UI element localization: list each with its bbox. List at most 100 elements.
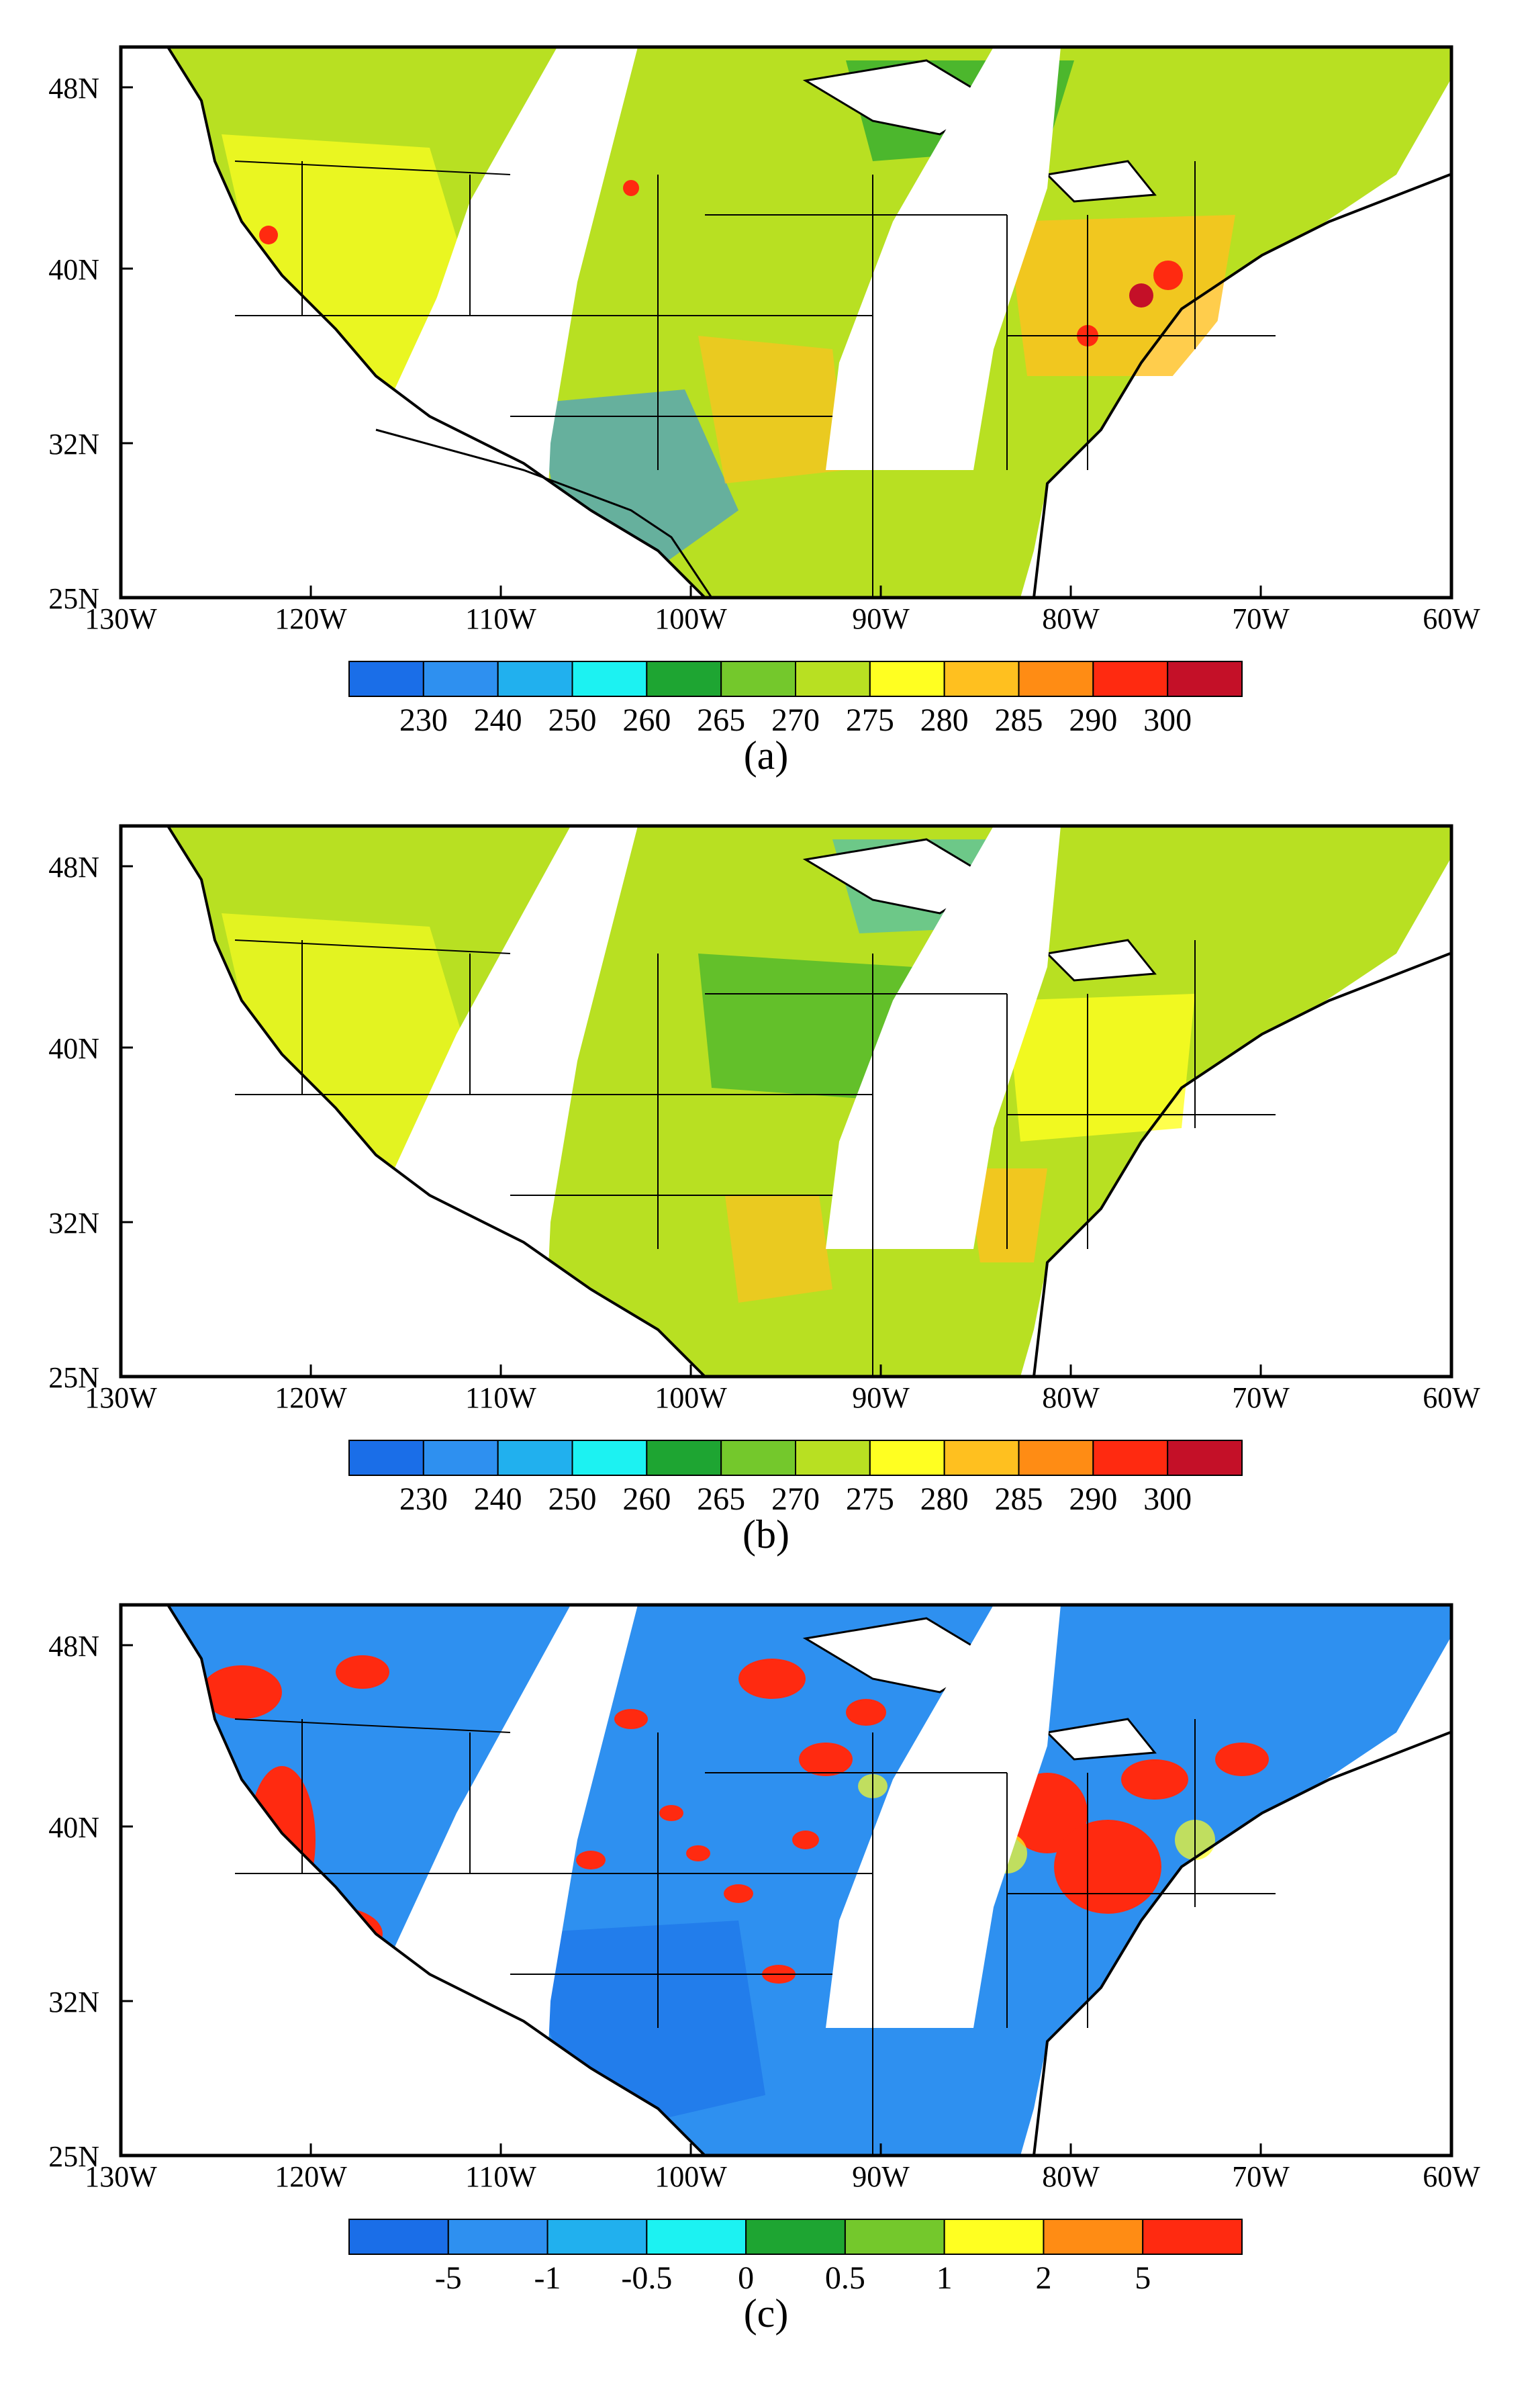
colorbar-label: 0 [738,2260,755,2296]
y-tick-25n: 25N [48,582,99,615]
x-tick-60w: 60W [1423,2160,1480,2193]
colorbar-swatch [1167,661,1243,697]
state-borders-a [234,160,1276,598]
x-tick-80w: 80W [1042,602,1100,635]
state-borders-c [234,1718,1276,2156]
x-tick-120w: 120W [275,602,347,635]
y-tick-48n: 48N [48,851,99,884]
swath-east-c [826,1605,1061,2028]
colorbar-label: 290 [1069,702,1118,738]
colorbar-label: 230 [399,702,448,738]
colorbar-swatch [1018,661,1094,697]
x-tick-130w: 130W [85,1381,157,1414]
colorbar-swatch [795,661,871,697]
ocean-west-a [121,47,705,598]
colorbar-label: 270 [771,1481,820,1517]
caption-a: (a) [743,733,789,778]
colorbar-swatch [422,1440,499,1476]
x-tick-60w: 60W [1423,1381,1480,1414]
colorbar-label: 0.5 [824,2260,865,2296]
colorbar-swatch [943,1440,1020,1476]
colorbar-swatch [795,1440,871,1476]
y-tick-48n: 48N [48,72,99,105]
colorbar-swatch [720,661,796,697]
swath-east-a [826,47,1061,470]
ocean-west-c [121,1605,705,2156]
colorbar-swatch [571,1440,648,1476]
x-tick-110w: 110W [465,1381,536,1414]
colorbar-label: 300 [1143,1481,1192,1517]
colorbar-swatch [422,661,499,697]
colorbar-label: 275 [845,1481,894,1517]
y-tick-48n: 48N [48,1630,99,1663]
hotspots-c [201,1655,1269,1984]
y-tick-40n: 40N [48,1032,99,1065]
x-tick-100w: 100W [655,602,727,635]
land-green-b [698,954,913,1101]
colorbar-swatch [497,1440,573,1476]
land-warm-b [222,913,470,1195]
colorbar-swatch [844,2219,945,2255]
x-tick-70w: 70W [1232,1381,1290,1414]
x-tick-110w: 110W [465,2160,536,2193]
swath-west-c [376,1605,638,2149]
x-tick-90w: 90W [852,602,910,635]
colorbar-swatch [646,1440,722,1476]
colorbar-swatch [720,1440,796,1476]
x-tick-90w: 90W [852,1381,910,1414]
x-tick-70w: 70W [1232,2160,1290,2193]
swath-east-b [826,826,1061,1249]
colorbar-swatch [869,661,945,697]
colorbar-swatch [497,661,573,697]
x-tick-70w: 70W [1232,602,1290,635]
colorbar-swatch [571,661,648,697]
colorbar-label: 285 [994,702,1043,738]
colorbar-label: -0.5 [621,2260,673,2296]
colorbar-swatch [1167,1440,1243,1476]
ocean-east-b [1047,860,1450,1377]
colorbar-label: 260 [622,702,671,738]
colorbar-swatch [1018,1440,1094,1476]
colorbar-label: 240 [473,702,522,738]
caption-c: (c) [743,2291,789,2335]
x-tick-80w: 80W [1042,1381,1100,1414]
colorbar-c [348,2219,1243,2255]
colorbar-label: 250 [548,1481,597,1517]
colorbar-swatch [943,661,1020,697]
ocean-east-a [1047,81,1450,598]
caption-b: (b) [743,1512,789,1557]
swath-west-clean-a [376,47,638,591]
y-tick-40n: 40N [48,253,99,286]
map-b [119,824,1453,1476]
colorbar-a [348,661,1243,697]
coastline-b [166,825,1451,1378]
colorbar-swatch [646,661,722,697]
colorbar-label: 265 [697,1481,746,1517]
ocean-west-b [121,826,705,1377]
panel-b: 48N 40N 32N 25N 130W 120W 110W 100W 90W … [0,779,1532,1558]
land-hot2-a [698,336,846,483]
x-tick-120w: 120W [275,1381,347,1414]
colorbar-label: 1 [936,2260,953,2296]
colorbar-swatch [348,661,424,697]
colorbar-swatch [1092,1440,1169,1476]
colorbar-swatch [546,2219,648,2255]
y-tick-32n: 32N [48,1986,99,2019]
colorbar-label: 280 [920,702,969,738]
ocean-east-c [1047,1638,1450,2156]
colorbar-label: 5 [1135,2260,1151,2296]
land-hot-b [1007,994,1195,1142]
x-tick-110w: 110W [465,602,536,635]
colorbar-label: 285 [994,1481,1043,1517]
swath-west-b [376,826,638,1370]
x-tick-100w: 100W [655,2160,727,2193]
x-tick-100w: 100W [655,1381,727,1414]
colorbar-swatch [745,2219,846,2255]
x-tick-90w: 90W [852,2160,910,2193]
y-tick-32n: 32N [48,428,99,461]
colorbar-swatch [869,1440,945,1476]
colorbar-label: 230 [399,1481,448,1517]
colorbar-label: 250 [548,702,597,738]
colorbar-swatch [348,2219,449,2255]
map-a [119,45,1453,697]
